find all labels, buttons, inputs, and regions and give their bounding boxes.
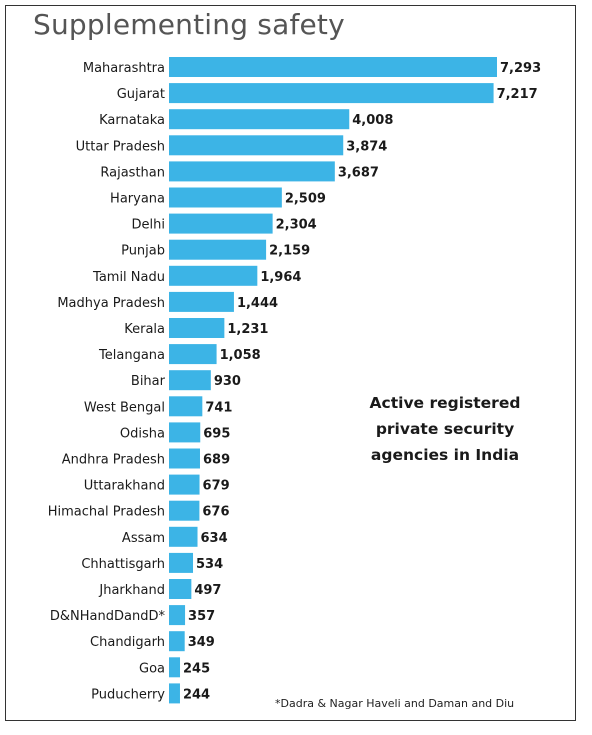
bar-16 xyxy=(169,474,200,495)
value-label: 1,231 xyxy=(227,322,268,337)
bar-15 xyxy=(169,448,200,469)
bar-24 xyxy=(169,683,180,704)
bars-group: Maharashtra 7,293 Gujarat 7,217 Karnataka 4,0… xyxy=(48,57,541,704)
category-label: Punjab xyxy=(121,244,165,259)
category-label: Jharkhand xyxy=(98,583,165,598)
bar-4 xyxy=(169,161,335,182)
value-label: 245 xyxy=(183,661,210,676)
category-label: Puducherry xyxy=(91,687,165,702)
category-label: Kerala xyxy=(124,322,165,337)
bar-17 xyxy=(169,500,200,521)
value-label: 679 xyxy=(203,479,230,494)
category-label: Andhra Pradesh xyxy=(62,453,165,468)
bar-7 xyxy=(169,239,267,260)
value-label: 695 xyxy=(203,426,230,441)
bar-1 xyxy=(169,83,494,104)
value-label: 634 xyxy=(201,531,228,546)
category-label: Delhi xyxy=(132,218,165,233)
category-label: D&NHandDandD* xyxy=(50,609,166,624)
category-label: Maharashtra xyxy=(83,61,165,76)
value-label: 2,509 xyxy=(285,192,326,207)
value-label: 676 xyxy=(202,505,229,520)
category-label: Gujarat xyxy=(117,87,165,102)
value-label: 244 xyxy=(183,687,210,702)
category-label: Uttarakhand xyxy=(84,479,165,494)
bar-22 xyxy=(169,631,185,652)
value-label: 4,008 xyxy=(352,113,393,128)
bar-3 xyxy=(169,135,344,156)
category-label: Madhya Pradesh xyxy=(57,296,165,311)
bar-10 xyxy=(169,318,225,338)
bar-11 xyxy=(169,344,217,365)
bar-2 xyxy=(169,109,350,130)
bar-12 xyxy=(169,370,211,391)
category-label: Goa xyxy=(139,661,165,676)
category-label: Rajasthan xyxy=(100,165,165,180)
category-label: Haryana xyxy=(110,192,165,207)
category-label: Himachal Pradesh xyxy=(48,505,165,520)
chart-title: Supplementing safety xyxy=(33,8,345,41)
value-label: 1,444 xyxy=(237,296,278,311)
value-label: 930 xyxy=(214,374,241,389)
bar-18 xyxy=(169,526,198,547)
category-label: Bihar xyxy=(131,374,166,389)
bar-20 xyxy=(169,579,192,599)
bar-14 xyxy=(169,422,201,443)
bar-0 xyxy=(169,57,497,77)
value-label: 1,058 xyxy=(220,348,261,363)
category-label: Uttar Pradesh xyxy=(76,139,165,154)
bar-23 xyxy=(169,657,181,678)
value-label: 689 xyxy=(203,453,230,468)
value-label: 2,304 xyxy=(276,218,317,233)
category-label: Chhattisgarh xyxy=(81,557,165,572)
value-label: 349 xyxy=(188,635,215,650)
chart-annotation: Active registered private security agenc… xyxy=(369,394,521,464)
value-label: 357 xyxy=(188,609,215,624)
value-label: 741 xyxy=(205,400,232,415)
category-label: Tamil Nadu xyxy=(92,270,165,285)
value-label: 534 xyxy=(196,557,223,572)
category-label: Karnataka xyxy=(99,113,165,128)
bar-19 xyxy=(169,552,194,573)
bar-8 xyxy=(169,265,258,286)
category-label: Chandigarh xyxy=(90,635,165,650)
value-label: 3,874 xyxy=(346,139,387,154)
value-label: 3,687 xyxy=(338,165,379,180)
value-label: 2,159 xyxy=(269,244,310,259)
value-label: 7,217 xyxy=(497,87,538,102)
bar-21 xyxy=(169,605,186,626)
category-label: West Bengal xyxy=(84,400,165,415)
bar-5 xyxy=(169,187,282,208)
bar-13 xyxy=(169,396,203,417)
category-label: Odisha xyxy=(120,426,165,441)
value-label: 497 xyxy=(194,583,221,598)
chart-footnote: *Dadra & Nagar Haveli and Daman and Diu xyxy=(275,697,515,710)
value-label: 1,964 xyxy=(260,270,301,285)
bar-9 xyxy=(169,291,234,312)
category-label: Assam xyxy=(122,531,165,546)
value-label: 7,293 xyxy=(500,61,541,76)
bar-6 xyxy=(169,213,273,234)
category-label: Telangana xyxy=(98,348,165,363)
